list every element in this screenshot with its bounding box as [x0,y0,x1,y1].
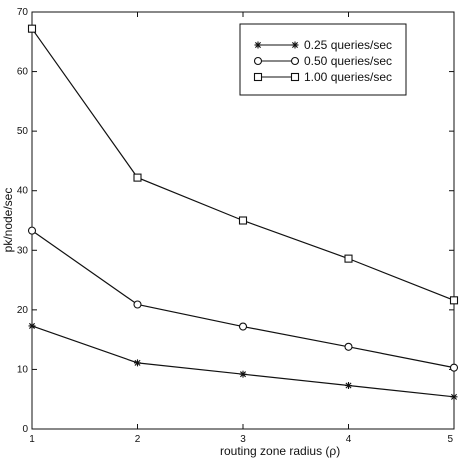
data-point-marker [290,72,300,82]
y-tick-label: 10 [17,364,29,375]
legend-items: 0.25 queries/sec 0.50 queries/sec 1.00 que… [253,38,392,84]
data-point-marker [28,322,36,330]
series-line [31,230,455,369]
data-point-marker [254,41,262,49]
y-tick-label: 0 [22,424,28,435]
x-tick-label: 3 [240,434,246,445]
data-point-marker [253,72,263,82]
data-point-marker [449,296,459,305]
data-point-marker [253,56,263,66]
y-tick-label: 30 [17,245,29,256]
y-axis-title: pk/node/sec [1,188,15,253]
data-point-marker [344,342,353,351]
x-tick-label: 1 [29,434,35,445]
legend-box [239,23,407,96]
y-tick-label: 40 [17,186,29,197]
x-axis-title: routing zone radius (ρ) [220,444,340,458]
data-point-marker [27,24,37,33]
series-markers [27,24,459,401]
data-point-marker [238,322,248,331]
y-tick-label: 20 [17,305,29,316]
legend-entry: 1.00 queries/sec [253,70,392,84]
legend-entry: 0.25 queries/sec [254,38,392,52]
y-tick-label: 70 [17,7,29,18]
legend: 0.25 queries/sec 0.50 queries/sec 1.00 que… [239,23,407,96]
data-point-marker [344,254,353,263]
legend-label: 1.00 queries/sec [304,70,392,84]
data-point-marker [450,393,458,401]
legend-label: 0.25 queries/sec [304,38,392,52]
data-point-marker [290,56,300,66]
data-point-marker [291,41,299,49]
series-line [31,325,455,398]
data-point-marker [27,226,37,235]
data-point-marker [449,363,459,372]
data-point-marker [133,173,142,182]
x-tick-label: 4 [346,434,352,445]
legend-entry: 0.50 queries/sec [253,54,392,68]
data-point-marker [238,216,248,225]
legend-label: 0.50 queries/sec [304,54,392,68]
x-tick-label: 2 [135,434,141,445]
x-tick-label: 5 [447,434,453,445]
data-point-marker [239,370,247,378]
data-point-marker [345,382,352,390]
data-point-marker [134,359,141,367]
y-tick-label: 50 [17,126,29,137]
data-point-marker [133,300,142,309]
y-tick-label: 60 [17,67,29,78]
